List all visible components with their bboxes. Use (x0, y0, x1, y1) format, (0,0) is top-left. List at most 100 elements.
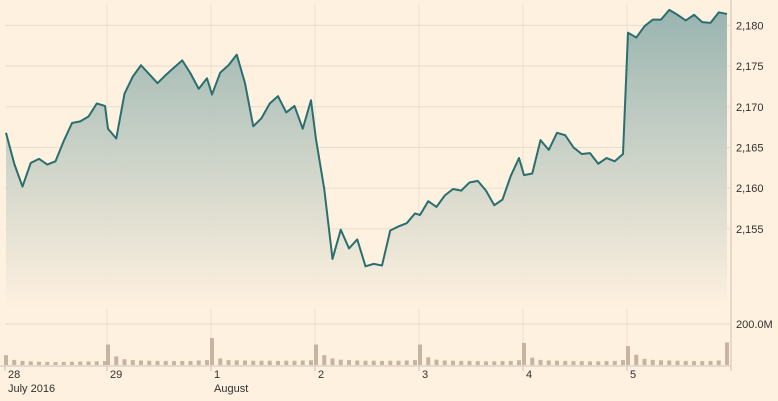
volume-bar (147, 360, 152, 365)
volume-bar (716, 360, 721, 365)
volume-bar (596, 361, 601, 365)
volume-bar (492, 361, 497, 365)
volume-bar (114, 356, 119, 365)
volume-bar (37, 361, 41, 365)
volume-bar (667, 360, 672, 365)
volume-bar (388, 360, 393, 365)
x-tick-label: 5 (630, 369, 636, 381)
volume-bar (284, 360, 289, 365)
volume-bar (626, 346, 630, 365)
volume-bar (363, 360, 368, 365)
volume-bar (172, 361, 176, 366)
volume-bar (517, 360, 521, 365)
volume-bar (292, 360, 297, 365)
volume-bar (300, 360, 305, 365)
volume-bar (322, 355, 327, 365)
volume-bar (396, 360, 401, 365)
volume-bar (314, 344, 318, 365)
volume-bar (347, 360, 351, 365)
price-ytick-label: 2,180 (736, 20, 764, 32)
x-tick-label: 2 (318, 369, 324, 381)
volume-bar (338, 359, 343, 365)
volume-bar (78, 361, 83, 365)
volume-bar (434, 359, 439, 365)
volume-bar (621, 360, 625, 365)
volume-bar (725, 342, 729, 365)
volume-bar (61, 361, 66, 365)
volume-bar (467, 360, 472, 365)
price-ytick-label: 2,175 (736, 61, 764, 73)
volume-bar (451, 360, 455, 365)
volume-bar (103, 361, 107, 366)
volume-bar (53, 362, 58, 365)
volume-bar (459, 360, 464, 365)
volume-bar (330, 358, 335, 365)
volume-bar (413, 360, 417, 365)
price-ytick-label: 2,160 (736, 183, 764, 195)
volume-bar (94, 361, 99, 365)
x-tick-sublabel: July 2016 (8, 383, 55, 395)
volume-bar (650, 359, 655, 366)
volume-bar (106, 344, 110, 365)
volume-bar (210, 337, 214, 365)
volume-bar (675, 360, 680, 365)
volume-bar (371, 360, 376, 365)
volume-bar (579, 361, 584, 366)
volume-bar (530, 357, 535, 365)
volume-bar (708, 360, 713, 365)
volume-bar (180, 360, 185, 365)
volume-bar (508, 360, 513, 365)
volume-bar (555, 360, 559, 365)
volume-bar (226, 360, 231, 365)
volume-bar (683, 360, 688, 365)
volume-bar (4, 355, 8, 365)
volume-bar (634, 354, 639, 365)
volume-bar (28, 361, 33, 365)
volume-bar (642, 358, 647, 365)
volume-bar (442, 360, 447, 365)
volume-bar (243, 360, 247, 365)
volume-bar (234, 360, 239, 365)
volume-bar (418, 344, 422, 365)
volume-bar (139, 360, 143, 365)
volume-bar (218, 358, 223, 365)
price-line (5, 8, 728, 268)
volume-bar (612, 360, 617, 365)
volume-bar (563, 360, 568, 365)
volume-bar (155, 360, 160, 365)
volume-bar (484, 361, 488, 365)
price-ytick-label: 2,155 (736, 224, 764, 236)
volume-bar (196, 360, 201, 365)
x-tick-label: 4 (526, 369, 532, 381)
volume-bar (163, 360, 168, 365)
volume-bar (571, 361, 576, 366)
volume-bar (692, 361, 696, 366)
volume-bar (267, 360, 272, 365)
volume-bar (205, 360, 209, 365)
price-area (6, 9, 727, 309)
volume-bar (122, 359, 127, 365)
volume-bar (546, 360, 551, 365)
volume-ytick-label: 200.0M (736, 319, 773, 331)
volume-bar (380, 360, 384, 365)
volume-bar (70, 361, 74, 365)
x-tick-sublabel: August (214, 383, 248, 395)
x-tick-label: 28 (8, 369, 20, 381)
x-tick-label: 3 (422, 369, 428, 381)
volume-bar (86, 361, 91, 365)
volume-bar (604, 361, 609, 366)
volume-bar (588, 361, 592, 365)
volume-bar (500, 361, 505, 366)
volume-bar (130, 360, 135, 365)
volume-bar (475, 361, 480, 366)
price-ytick-label: 2,165 (736, 142, 764, 154)
volume-bar (20, 360, 25, 365)
volume-bar (404, 360, 409, 365)
volume-bar (259, 360, 264, 365)
volume-bar (251, 360, 256, 365)
volume-bar (659, 360, 663, 365)
volume-bar (45, 361, 50, 365)
volume-bar (355, 360, 360, 365)
x-tick-label: 29 (110, 369, 122, 381)
